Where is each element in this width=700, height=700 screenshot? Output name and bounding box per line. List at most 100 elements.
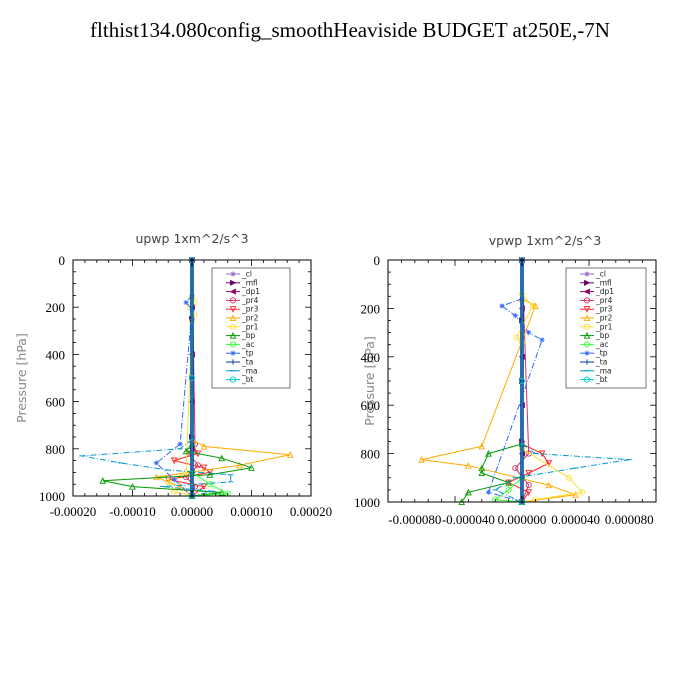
- legend-entry: _mfl: [580, 278, 612, 287]
- legend-label: _ac: [241, 340, 254, 349]
- legend-label: _pr3: [595, 305, 613, 314]
- panel-title: upwp 1xm^2/s^3: [135, 231, 248, 246]
- data-point: [182, 447, 190, 455]
- y-tick-label: 1000: [39, 489, 65, 504]
- data-point: [218, 454, 226, 462]
- legend-label: _cl: [595, 270, 606, 279]
- legend-label: _dp1: [595, 287, 614, 296]
- data-point: [177, 441, 183, 447]
- legend-marker: [584, 350, 590, 356]
- data-point: [165, 478, 172, 485]
- legend-entry: _mfl: [226, 278, 258, 287]
- figure-title: flthist134.080config_smoothHeaviside BUD…: [90, 18, 610, 42]
- legend-entry: _ta: [226, 358, 253, 367]
- legend-label: _mfl: [241, 278, 258, 287]
- legend-marker: [583, 323, 591, 330]
- y-tick-label: 800: [361, 447, 381, 462]
- x-tick-label: 0.00020: [290, 504, 332, 519]
- axis-ticks: [72, 259, 312, 497]
- legend-entry: _pr1: [226, 322, 259, 331]
- x-tick-label: 0.000040: [551, 512, 600, 527]
- legend-entry: _pr4: [226, 296, 259, 305]
- legend-label: _pr1: [595, 322, 613, 331]
- legend-entry: _tp: [226, 349, 254, 358]
- x-tick-label: -0.000080: [388, 512, 441, 527]
- legend-marker: [229, 341, 237, 348]
- legend-entry: _pr4: [580, 296, 613, 305]
- legend-marker: [583, 306, 591, 313]
- legend-entry: _dp1: [580, 287, 614, 296]
- y-tick-label: 0: [59, 253, 66, 268]
- y-tick-label: 800: [46, 442, 66, 457]
- data-point: [200, 442, 208, 450]
- data-point: [525, 489, 533, 496]
- y-axis-label: Pressure [hPa]: [362, 336, 377, 426]
- y-tick-label: 400: [46, 347, 66, 362]
- x-tick-label: -0.00020: [50, 504, 97, 519]
- legend-marker: [229, 297, 237, 304]
- data-point: [170, 457, 178, 465]
- series-line: [154, 438, 291, 497]
- series-ma: [79, 438, 234, 497]
- y-tick-label: 0: [374, 253, 381, 268]
- y-axis-label: Pressure [hPa]: [14, 333, 29, 423]
- series-line: [185, 259, 199, 497]
- data-point: [572, 491, 579, 498]
- data-point: [183, 299, 189, 306]
- legend-label: _ma: [595, 366, 612, 375]
- legend-marker: [584, 359, 590, 365]
- data-point: [465, 462, 472, 469]
- data-point: [525, 469, 533, 477]
- data-point: [236, 461, 243, 469]
- y-tick-label: 1000: [354, 495, 380, 510]
- legend-entry: _dp1: [226, 287, 260, 296]
- legend-entry: _pr2: [226, 314, 259, 323]
- legend-entry: _bt: [226, 375, 254, 384]
- legend-label: _bp: [595, 331, 610, 340]
- data-point: [579, 489, 586, 496]
- legend-marker: [583, 288, 590, 295]
- series-bp: [458, 440, 526, 506]
- data-point: [206, 471, 214, 478]
- legend-entry: _pr3: [226, 305, 259, 314]
- legend-label: _pr4: [241, 296, 259, 305]
- legend-marker: [229, 331, 237, 339]
- y-tick-label: 600: [361, 398, 381, 413]
- legend-marker: [583, 376, 591, 383]
- legend-label: _tp: [595, 349, 608, 358]
- data-point: [176, 482, 184, 490]
- legend-label: _ac: [595, 340, 608, 349]
- legend-marker: [583, 314, 591, 322]
- legend-marker: [229, 314, 237, 322]
- series-line: [191, 471, 230, 497]
- legend-label: _bt: [595, 375, 608, 384]
- chart-panel-2: vpwp 1xm^2/s^3 Pressure [hPa] -0.000080 -0.…: [354, 233, 657, 527]
- legend-marker: [583, 341, 591, 348]
- x-tick-label: -0.000040: [442, 512, 495, 527]
- legend-marker: [583, 331, 591, 339]
- data-point: [99, 477, 107, 484]
- data-point: [539, 337, 545, 343]
- data-point: [565, 474, 572, 481]
- data-point: [218, 488, 226, 496]
- legend: _cl_mfl_dp1_pr4_pr3_pr2_pr1_bp_ac_tp_ta_…: [211, 267, 291, 389]
- data-point: [478, 442, 486, 450]
- y-tick-label: 600: [46, 395, 66, 410]
- data-point: [188, 374, 196, 382]
- legend-marker: [584, 279, 591, 286]
- data-point: [182, 469, 190, 476]
- legend-entry: _ta: [580, 358, 607, 367]
- legend-entry: _pr3: [580, 305, 613, 314]
- legend-label: _tp: [241, 349, 254, 358]
- legend-marker: [229, 376, 237, 383]
- legend-marker: [230, 279, 237, 286]
- legend-marker: [584, 271, 590, 277]
- legend-entry: _cl: [226, 270, 252, 279]
- data-point: [171, 488, 178, 495]
- legend-entry: _bt: [580, 375, 608, 384]
- data-point: [465, 488, 472, 496]
- legend-marker: [230, 271, 236, 277]
- data-point: [171, 476, 177, 483]
- data-point: [505, 486, 512, 493]
